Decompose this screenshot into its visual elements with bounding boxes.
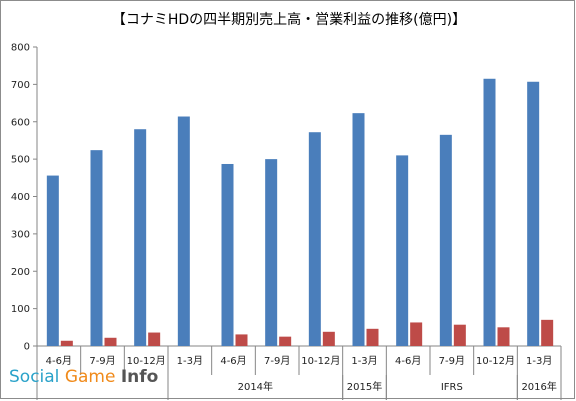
x-tick-label: 1-3月	[351, 355, 377, 367]
bar-series-1-5	[221, 163, 234, 346]
x-tick-label: 10-12月	[476, 355, 515, 367]
bar-series-2-9	[410, 322, 423, 346]
axes	[33, 46, 562, 400]
bar-series-1-11	[483, 78, 496, 347]
chart-title: 【コナミHDの四半期別売上高・営業利益の推移(億円)】	[112, 11, 466, 28]
bar-series-1-10	[439, 134, 452, 346]
y-tick-label: 0	[24, 342, 30, 353]
x-tick-label: 7-9月	[89, 355, 115, 367]
x-group-label: IFRS	[441, 382, 463, 393]
x-group-label: 2015年	[347, 380, 382, 393]
watermark-game: Game	[64, 367, 121, 387]
bar-series-1-9	[396, 155, 409, 346]
bar-series-2-11	[497, 327, 510, 346]
bar-series-1-4	[177, 116, 190, 346]
bar-series-2-3	[148, 332, 161, 346]
x-tick-label: 4-6月	[395, 355, 421, 367]
bar-series-1-1	[46, 175, 59, 346]
bar-series-2-6	[279, 336, 292, 346]
x-tick-label: 1-3月	[526, 355, 552, 367]
bar-series-1-8	[352, 113, 365, 346]
x-tick-label: 10-12月	[127, 355, 166, 367]
bar-series-1-6	[265, 159, 278, 346]
bar-series-2-5	[235, 334, 248, 346]
y-tick-label: 200	[11, 267, 30, 278]
watermark-info: Info	[120, 367, 159, 387]
x-group-label: 2014年	[238, 380, 273, 393]
bar-series-2-12	[541, 319, 554, 346]
axis-labels: 0 100 200 300 400 500 600 700 800 4-6月 7-9月 10-12月 1…	[11, 43, 557, 394]
y-tick-label: 600	[11, 117, 30, 128]
y-tick-label: 500	[11, 155, 30, 166]
bar-series-1-12	[527, 81, 540, 346]
watermark-social: Social	[9, 367, 65, 387]
x-tick-label: 7-9月	[264, 355, 290, 367]
bars	[46, 78, 554, 347]
x-group-label: 2016年	[521, 380, 556, 393]
y-tick-label: 400	[11, 192, 30, 203]
y-tick-label: 800	[11, 43, 30, 54]
bar-series-2-7	[322, 331, 335, 346]
y-tick-label: 700	[11, 80, 30, 91]
y-tick-label: 300	[11, 229, 30, 240]
x-tick-label: 7-9月	[439, 355, 465, 367]
bar-series-1-3	[134, 129, 147, 346]
watermark-logo: Social Game Info	[9, 367, 158, 387]
bar-series-2-1	[60, 340, 73, 346]
x-tick-label: 4-6月	[220, 355, 246, 367]
bar-series-1-7	[308, 132, 321, 346]
bar-series-2-8	[366, 328, 379, 346]
bar-series-2-2	[104, 337, 117, 346]
bar-series-2-10	[453, 324, 466, 346]
x-tick-label: 1-3月	[177, 355, 203, 367]
bar-series-1-2	[90, 150, 103, 346]
y-tick-label: 100	[11, 304, 30, 315]
x-tick-label: 4-6月	[46, 355, 72, 367]
x-tick-label: 10-12月	[301, 355, 340, 367]
